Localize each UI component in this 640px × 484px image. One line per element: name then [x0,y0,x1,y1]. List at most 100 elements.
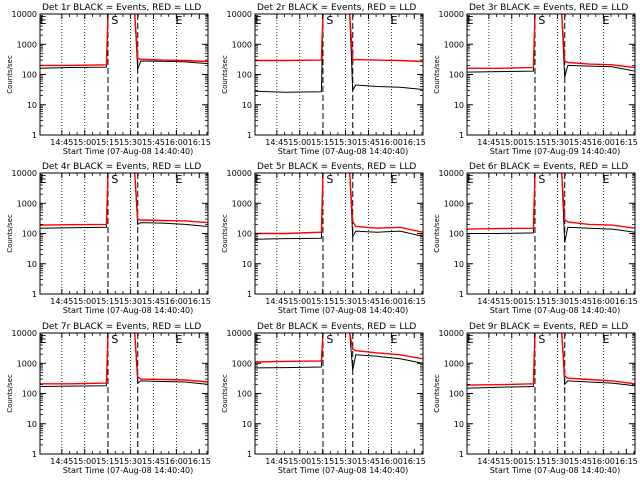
y-axis-label: Counts/sec [6,55,14,94]
plot-frame [466,13,636,136]
x-tick-label: 14:45 [50,297,73,306]
y-tick-label: 10 [27,260,37,269]
x-tick-label: 15:30 [119,297,142,306]
series-lld-line [40,333,208,385]
phase-marker-label: E [255,14,262,27]
x-tick-label: 16:15 [188,138,211,147]
x-tick-label: 16:00 [592,457,615,466]
y-tick-label: 10 [242,101,252,110]
series-lld-line [255,333,423,363]
plot-frame [39,172,209,295]
chart-title: Det 9r BLACK = Events, RED = LLD [469,322,628,332]
y-axis-label: Counts/sec [6,374,14,413]
x-tick-label: 16:15 [615,457,638,466]
series-events-line [255,333,423,371]
x-tick-label: 16:00 [165,297,188,306]
x-axis-label: Start Time (07-Aug-08 14:40:40) [63,147,194,156]
series-group [40,14,208,70]
y-tick-label: 1 [32,131,37,140]
y-tick-label: 100 [449,230,464,239]
x-tick-label: 16:00 [592,297,615,306]
x-axis-label: Start Time (07-Aug-08 14:40:40) [63,466,194,475]
x-tick-label: 15:00 [288,138,311,147]
x-tick-label: 15:15 [96,457,119,466]
phase-marker-label: E [176,14,183,27]
x-tick-label: 15:00 [500,297,523,306]
x-tick-label: 15:15 [311,138,334,147]
x-tick-label: 15:30 [334,297,357,306]
phase-marker-label: E [40,14,47,27]
y-tick-label: 10 [242,420,252,429]
x-tick-label: 14:45 [477,138,500,147]
y-tick-label: 1 [459,131,464,140]
x-tick-label: 15:00 [73,297,96,306]
x-tick-label: 15:15 [523,297,546,306]
x-tick-label: 14:45 [50,457,73,466]
x-tick-label: 15:30 [119,138,142,147]
y-tick-label: 10000 [439,169,464,178]
x-tick-label: 15:45 [142,457,165,466]
y-tick-label: 10000 [439,329,464,338]
phase-marker-label: E [40,333,47,346]
plot-frame [39,13,209,136]
x-tick-label: 14:45 [477,457,500,466]
y-axis-label: Counts/sec [221,55,229,94]
y-tick-label: 1 [32,290,37,299]
series-group [467,173,635,243]
x-tick-label: 14:45 [265,457,288,466]
series-lld-line [40,173,208,226]
plot-frame [466,332,636,455]
x-tick-label: 15:00 [500,457,523,466]
x-tick-label: 15:00 [73,457,96,466]
y-tick-label: 100 [237,230,252,239]
x-tick-label: 15:45 [569,457,592,466]
y-tick-label: 10000 [12,169,37,178]
x-tick-label: 15:15 [96,297,119,306]
y-tick-label: 100 [22,390,37,399]
x-tick-label: 15:45 [357,457,380,466]
x-axis-label: Start Time (07-Aug-08 14:40:40) [490,306,621,315]
y-tick-label: 10000 [227,10,252,19]
phase-marker-label: E [40,173,47,186]
series-group [467,14,635,78]
x-tick-label: 16:15 [615,297,638,306]
series-group [255,333,423,371]
detector-panel-6: Det 6r BLACK = Events, RED = LLD 1 10 100 10… [433,162,638,315]
y-tick-label: 1 [459,290,464,299]
x-tick-label: 16:15 [403,138,426,147]
series-events-line [40,173,208,229]
x-tick-label: 15:45 [569,138,592,147]
x-tick-label: 16:15 [403,457,426,466]
chart-title: Det 4r BLACK = Events, RED = LLD [42,162,201,172]
phase-marker-label: S [538,14,545,27]
detector-panel-1: Det 1r BLACK = Events, RED = LLD 1 10 100 10… [6,3,211,156]
y-tick-label: 100 [22,71,37,80]
x-tick-label: 15:00 [500,138,523,147]
y-tick-label: 1 [247,131,252,140]
x-tick-label: 14:45 [477,297,500,306]
plot-frame [39,332,209,455]
series-group [467,333,635,389]
x-tick-label: 16:00 [380,138,403,147]
series-lld-line [467,333,635,386]
y-tick-label: 1000 [444,40,464,49]
phase-marker-label: S [111,173,118,186]
phase-marker-label: S [326,173,333,186]
series-events-line [255,14,423,93]
x-tick-label: 16:00 [380,297,403,306]
y-tick-label: 1000 [232,359,252,368]
x-tick-label: 16:00 [380,457,403,466]
y-axis-label: Counts/sec [433,214,441,253]
series-group [255,14,423,93]
x-axis-label: Start Time (07-Aug-08 14:40:40) [278,466,409,475]
chart-title: Det 7r BLACK = Events, RED = LLD [42,322,201,332]
x-tick-label: 14:45 [265,297,288,306]
y-tick-label: 1 [247,290,252,299]
phase-marker-label: E [603,333,610,346]
x-tick-label: 15:30 [546,138,569,147]
y-tick-label: 1000 [232,199,252,208]
series-events-line [467,333,635,389]
phase-marker-label: E [391,173,398,186]
y-tick-label: 100 [449,71,464,80]
